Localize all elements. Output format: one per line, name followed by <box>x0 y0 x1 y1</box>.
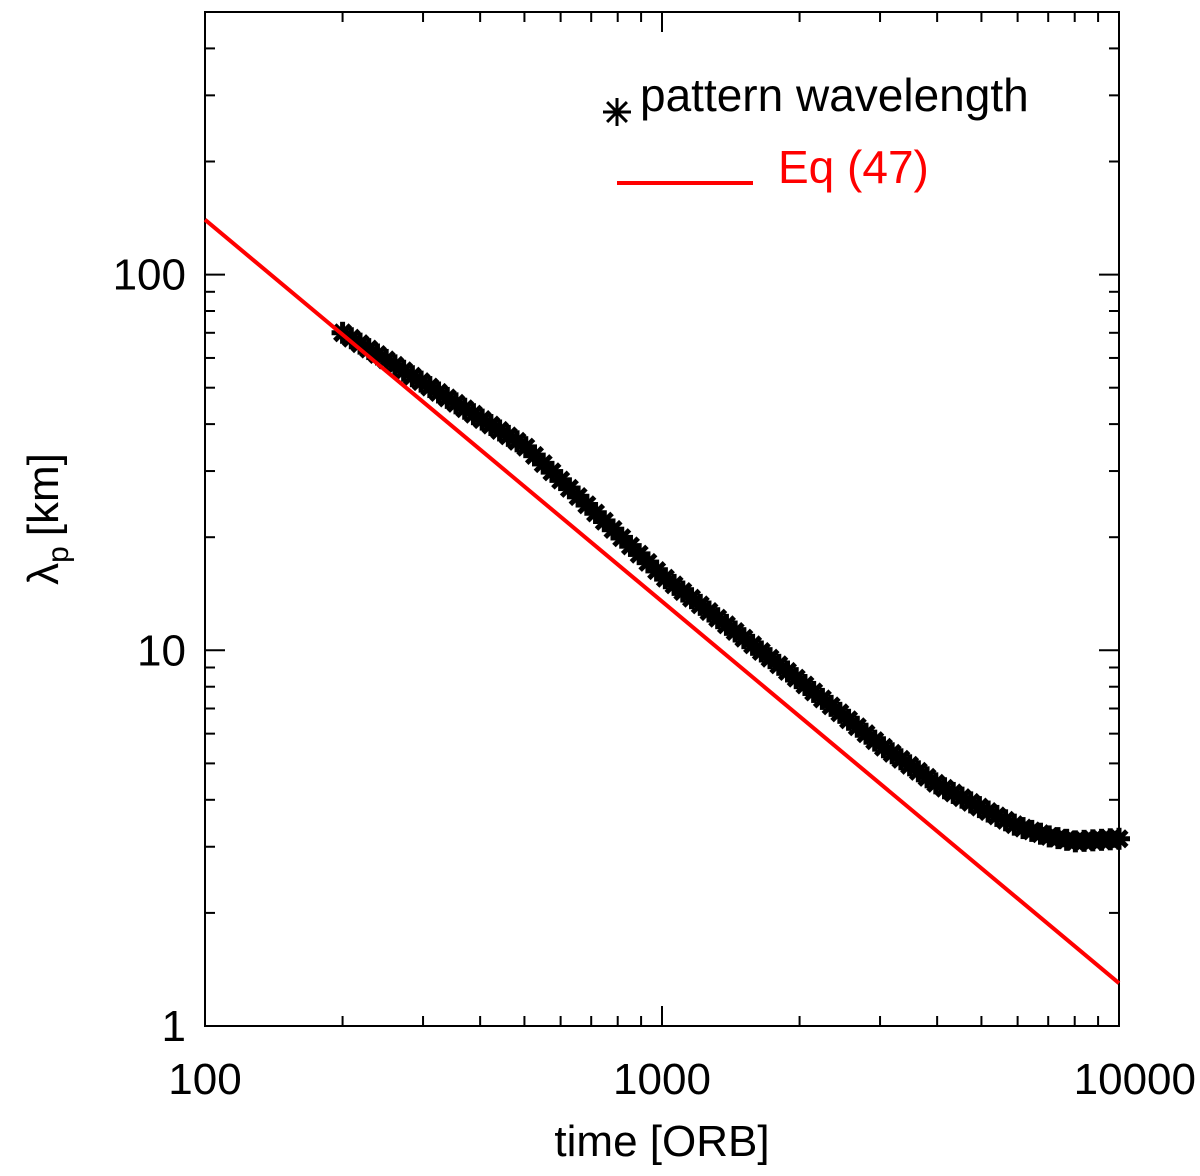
legend-asterisk-marker <box>603 98 631 126</box>
scatter-series <box>331 321 1130 853</box>
legend-label-eq47: Eq (47) <box>778 141 929 193</box>
y-tick-label: 10 <box>137 626 186 675</box>
x-tick-label: 1000 <box>613 1055 711 1104</box>
scatter-point <box>1108 827 1130 850</box>
y-axis-label: λp [km] <box>19 453 75 585</box>
legend-asterisk <box>603 98 631 126</box>
svg-text:λp[km]: λp [km] <box>19 453 75 585</box>
x-axis-label: time [ORB] <box>554 1117 769 1166</box>
y-axis-label-symbol: λ <box>19 563 68 585</box>
plot-frame <box>204 11 1120 1027</box>
y-axis-label-unit: [km] <box>19 453 68 536</box>
scatter-point <box>532 452 555 475</box>
axis-ticks <box>204 11 1119 1027</box>
eq47-line <box>203 218 1121 985</box>
x-tick-label: 10000 <box>1074 1055 1196 1104</box>
legend: pattern wavelength Eq (47) <box>603 69 1029 193</box>
tick-labels: 100 1000 10000 1 10 100 <box>113 251 1196 1104</box>
line-series <box>203 218 1121 985</box>
x-tick-label: 100 <box>168 1055 241 1104</box>
y-tick-label: 1 <box>162 1002 186 1051</box>
y-axis-label-subscript: p <box>42 546 75 563</box>
legend-label-pattern-wavelength: pattern wavelength <box>640 69 1029 121</box>
y-tick-label: 100 <box>113 251 186 300</box>
